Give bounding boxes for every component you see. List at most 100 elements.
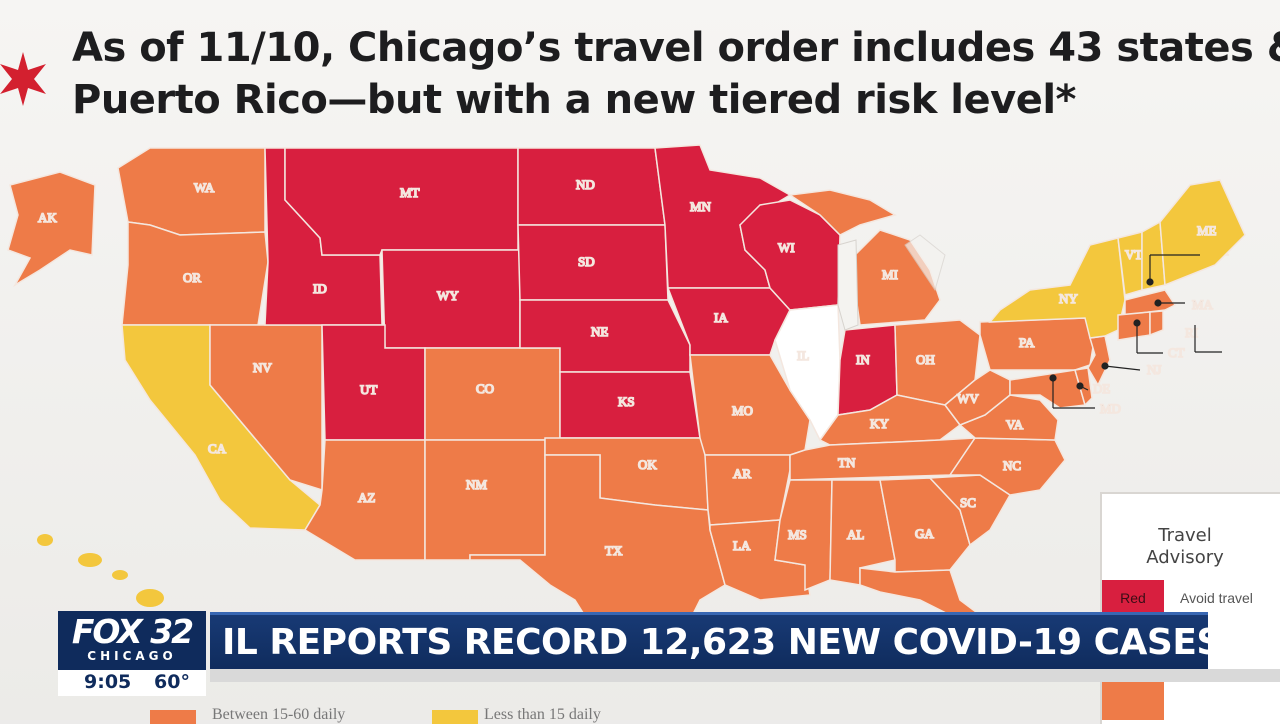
chicago-star-icon [0,52,46,106]
legend-title-line-2: Advisory [1146,547,1224,568]
label-WY: WY [437,288,459,303]
label-PA: PA [1019,335,1035,350]
label-ND: ND [576,177,595,192]
label-KY: KY [870,416,889,431]
current-time: 9:05 [84,671,132,693]
label-DE: DE [1093,381,1110,396]
state-SD: SD [517,224,669,301]
state-TN: TN [789,437,977,481]
state-HI [37,534,164,607]
slide-headline: As of 11/10, Chicago’s travel order incl… [72,22,1280,126]
label-IA: IA [714,310,728,325]
bottom-legend-yellow-swatch [432,710,478,724]
label-KS: KS [618,394,635,409]
state-NM: NM [424,439,546,561]
state-MS: MS [774,479,833,592]
state-AZ: AZ [303,439,426,561]
state-VT: VT [1117,231,1143,296]
label-AK: AK [38,210,57,225]
label-NE: NE [591,324,608,339]
state-MN: MN [654,144,792,289]
us-travel-advisory-map: AK WA OR CA [7,144,1246,661]
label-WV: WV [957,391,979,406]
label-CA: CA [208,441,227,456]
label-AR: AR [733,466,751,481]
state-TX: TX [469,454,726,661]
label-AL: AL [847,527,864,542]
legend-orange-swatch [1102,680,1164,720]
label-TN: TN [838,455,856,470]
label-WA: WA [194,180,215,195]
label-OR: OR [183,270,201,285]
label-MN: MN [690,199,712,214]
label-ID: ID [313,281,327,296]
label-RI: RI [1185,325,1198,340]
state-KS: KS [559,371,701,439]
legend-title-line-1: Travel [1158,525,1212,546]
label-VT: VT [1125,247,1142,262]
label-MO: MO [732,403,753,418]
state-AK: AK [7,171,96,288]
state-ME: ME [1159,179,1246,287]
state-MO: MO [689,354,811,456]
label-OH: OH [916,352,935,367]
label-IN: IN [856,352,870,367]
station-city: CHICAGO [87,649,177,663]
state-CT: CT [1117,311,1185,361]
state-RI: RI [1149,310,1199,341]
bottom-legend-yellow-label: Less than 15 daily [484,706,601,723]
state-MT: MT [284,147,519,256]
label-CT: CT [1168,345,1185,360]
label-WI: WI [778,240,795,255]
state-ND: ND [517,147,666,226]
label-NY: NY [1059,291,1078,306]
state-NE: NE [519,299,691,373]
state-IL: IL [774,304,841,442]
label-AZ: AZ [358,490,375,505]
label-LA: LA [733,538,751,553]
state-NV: NV [209,324,323,492]
station-name: FOX 32 [71,612,194,651]
great-lakes [837,234,946,331]
state-AL: AL [829,479,896,586]
state-VA: VA [958,394,1059,441]
state-LA: LA [709,519,811,601]
state-MD: MD [1009,369,1122,417]
label-TX: TX [605,543,623,558]
label-MI: MI [882,267,898,282]
headline-banner: IL REPORTS RECORD 12,623 NEW COVID-19 CA… [210,612,1222,672]
label-MD: MD [1100,401,1121,416]
label-SD: SD [578,254,595,269]
current-temperature: 60° [154,671,190,693]
label-SC: SC [960,495,976,510]
headline-line-2: Puerto Rico—but with a new tiered risk l… [72,77,1076,123]
label-NJ: NJ [1147,362,1161,377]
state-AR: AR [704,454,791,526]
label-VA: VA [1006,417,1024,432]
label-NV: NV [253,360,272,375]
label-NM: NM [466,477,487,492]
label-MA: MA [1192,297,1214,312]
state-WA: WA [117,147,266,236]
state-OR: OR [121,221,269,326]
state-MA: MA [1124,289,1214,316]
state-CO: CO [424,347,561,441]
bottom-legend-orange-label: Between 15-60 daily [212,706,346,723]
legend-red-description: Avoid travel [1180,590,1253,606]
label-OK: OK [638,457,657,472]
state-WY: WY [381,249,521,349]
callout-lines [1049,254,1222,409]
label-UT: UT [360,382,377,397]
state-IA: IA [666,287,791,356]
label-MS: MS [788,527,807,542]
label-MT: MT [400,185,420,200]
headline-line-1: As of 11/10, Chicago’s travel order incl… [72,25,1280,71]
legend-row-red: Red Avoid travel [1102,580,1280,616]
state-PA: PA [979,317,1096,371]
legend-red-swatch: Red [1102,580,1164,616]
state-FL [859,567,982,621]
time-temperature-bug: 9:05 60° [58,670,206,696]
state-NJ: NJ [1087,335,1162,387]
legend-title: Travel Advisory [1100,525,1270,569]
